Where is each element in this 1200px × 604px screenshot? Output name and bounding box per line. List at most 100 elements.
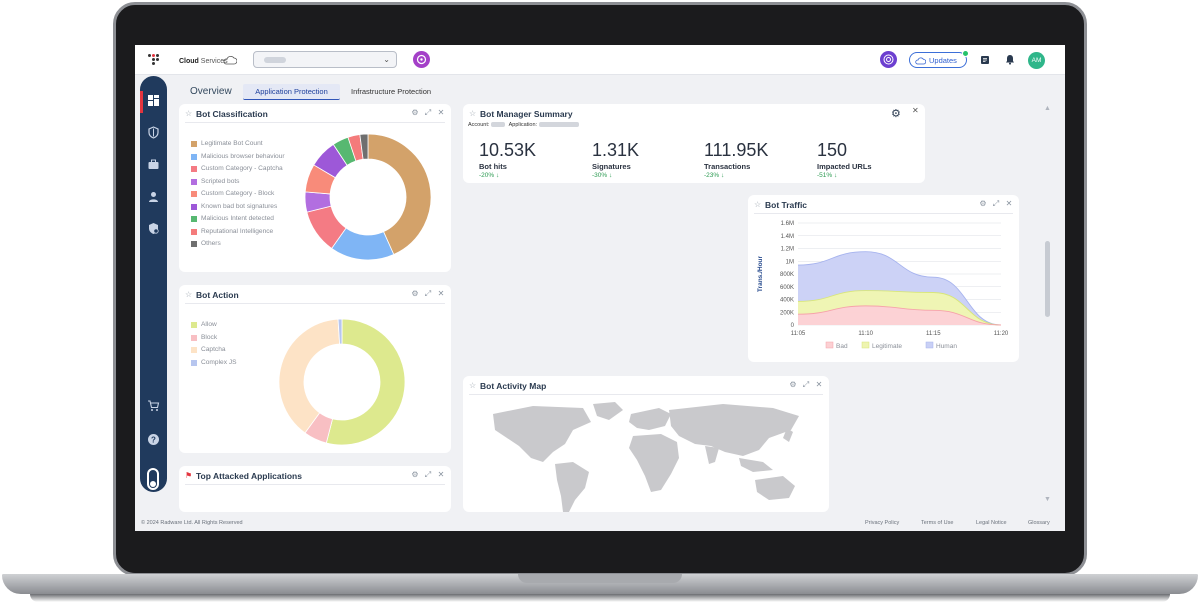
ai-assistant-button[interactable] [880, 51, 897, 68]
cloud-icon [223, 55, 237, 65]
settings-icon[interactable]: ⚙ [411, 470, 419, 479]
legend-swatch [825, 341, 834, 349]
line-bad [797, 305, 1002, 326]
legend-swatch [925, 341, 934, 349]
sidebar-toggle[interactable] [147, 468, 159, 490]
kpi-bot-hits: 10.53K Bot hits -20% ↓ [479, 140, 537, 179]
map-north-america [493, 406, 591, 462]
legend-label[interactable]: Human [936, 343, 957, 350]
legend-swatch [191, 166, 197, 172]
donut-slice-captcha[interactable] [278, 318, 341, 434]
donut-slice-legitimate-bot-count[interactable] [367, 133, 432, 256]
world-map[interactable] [473, 400, 823, 512]
widget-title: Bot Traffic [765, 200, 808, 210]
legend-label[interactable]: Legitimate [872, 343, 902, 350]
map-australia [755, 476, 795, 500]
star-icon[interactable]: ☆ [185, 109, 193, 118]
security-settings-icon[interactable] [146, 222, 161, 237]
cloud-upload-icon [915, 57, 926, 65]
y-tick-label: 200K [780, 310, 794, 316]
user-avatar[interactable]: AM [1028, 52, 1045, 69]
expand-icon[interactable]: ⤢ [424, 289, 432, 298]
footer-link-legal[interactable]: Legal Notice [976, 520, 1007, 526]
donut-slice-allow[interactable] [325, 318, 406, 446]
user-icon[interactable] [146, 190, 161, 205]
x-tick-label: 11:05 [791, 331, 806, 337]
expand-icon[interactable]: ⤢ [802, 380, 810, 389]
briefcase-icon[interactable] [146, 158, 161, 173]
shield-icon[interactable] [146, 126, 161, 141]
legend-label: Custom Category - Block [201, 190, 275, 197]
radware-logo-icon[interactable] [148, 54, 160, 66]
footer-link-terms[interactable]: Terms of Use [921, 520, 954, 526]
account-info: Account: Application: [468, 122, 581, 128]
legend-swatch [191, 153, 197, 160]
map-europe [629, 408, 671, 430]
star-icon[interactable]: ☆ [469, 109, 477, 118]
account-selector[interactable]: ⌄ [253, 51, 397, 68]
bot-classification-widget: ☆ Bot Classification ⚙ ⤢ ✕ Legitimate Bot … [179, 104, 451, 272]
close-icon[interactable]: ✕ [437, 289, 445, 298]
close-icon[interactable]: ✕ [815, 380, 823, 389]
legend-label: Complex JS [201, 358, 237, 366]
settings-icon[interactable]: ⚙ [891, 108, 901, 120]
star-icon[interactable]: ☆ [469, 381, 477, 390]
legend-swatch [191, 322, 197, 328]
legend-swatch [191, 191, 197, 197]
legend-swatch [191, 241, 197, 247]
attack-icon: ⚑ [185, 471, 193, 480]
close-icon[interactable]: ✕ [1005, 199, 1013, 208]
bot-action-donut [278, 318, 406, 446]
star-icon[interactable]: ☆ [185, 290, 193, 299]
settings-icon[interactable]: ⚙ [789, 380, 797, 389]
donut-slice-others[interactable] [359, 133, 369, 160]
widget-title: Bot Action [196, 290, 239, 300]
tab-infrastructure-protection[interactable]: Infrastructure Protection [351, 87, 432, 96]
close-icon[interactable]: ✕ [437, 108, 445, 117]
top-bar: Cloud Services ⌄ Updates AM [135, 45, 1065, 75]
close-icon[interactable]: ✕ [912, 106, 919, 115]
settings-icon[interactable]: ⚙ [979, 199, 987, 208]
settings-icon[interactable]: ⚙ [411, 289, 419, 298]
legend-label[interactable]: Bad [836, 343, 848, 350]
scroll-down-icon[interactable]: ▼ [1044, 496, 1051, 503]
bell-icon[interactable] [1005, 54, 1015, 65]
help-icon[interactable]: ? [146, 433, 161, 448]
map-se-asia [739, 458, 773, 472]
tab-application-protection[interactable]: Application Protection [243, 84, 340, 100]
legend-swatch [191, 178, 197, 185]
dashboard-icon[interactable] [146, 94, 161, 109]
area-human[interactable] [798, 251, 1001, 325]
settings-icon[interactable]: ⚙ [411, 108, 419, 117]
widget-title: Bot Manager Summary [480, 109, 573, 119]
scrollbar[interactable] [1045, 241, 1050, 317]
svg-text:?: ? [151, 435, 156, 444]
legend-swatch [861, 341, 870, 349]
scroll-up-icon[interactable]: ▲ [1044, 105, 1051, 112]
star-icon[interactable]: ☆ [754, 200, 762, 209]
area-bad[interactable] [798, 305, 1001, 325]
x-tick-label: 11:10 [858, 331, 873, 337]
top-attacked-applications-widget: ⚑ Top Attacked Applications ⚙ ⤢ ✕ [179, 466, 451, 512]
donut-slice-complex-js[interactable] [337, 318, 343, 345]
expand-icon[interactable]: ⤢ [992, 199, 1000, 208]
notes-icon[interactable] [980, 55, 990, 65]
widget-tools: ⚙ ⤢ ✕ [407, 470, 446, 480]
widget-tools: ⚙ ⤢ ✕ [785, 380, 824, 390]
map-south-america [555, 462, 589, 512]
cart-icon[interactable] [146, 399, 161, 414]
expand-icon[interactable]: ⤢ [424, 470, 432, 479]
footer-link-privacy[interactable]: Privacy Policy [865, 520, 900, 526]
legend-swatch [191, 334, 197, 341]
widget-tools: ⚙ ⤢ ✕ [407, 108, 446, 118]
bot-activity-map-widget: ☆ Bot Activity Map ⚙ ⤢ ✕ [463, 376, 829, 512]
switch-context-button[interactable] [413, 51, 430, 68]
updates-button[interactable]: Updates [909, 50, 969, 68]
expand-icon[interactable]: ⤢ [424, 108, 432, 117]
close-icon[interactable]: ✕ [437, 470, 445, 479]
kpi-signatures: 1.31K Signatures -30% ↓ [592, 140, 640, 179]
legend-swatch [191, 141, 197, 147]
footer-link-glossary[interactable]: Glossary [1028, 520, 1050, 526]
tab-overview[interactable]: Overview [190, 86, 232, 97]
legend-label: Reputational Intelligence [201, 227, 274, 235]
